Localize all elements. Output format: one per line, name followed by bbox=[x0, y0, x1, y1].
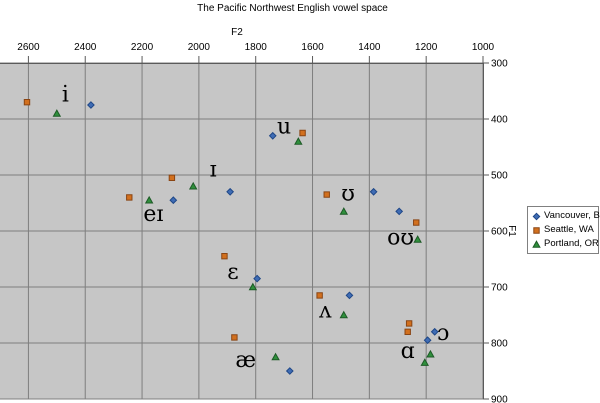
data-point-portland-æ bbox=[271, 352, 280, 361]
data-point-vancouver-ɛ bbox=[253, 274, 262, 283]
data-point-portland-ɛ bbox=[248, 282, 258, 291]
vowel-label-ɛ: ɛ bbox=[227, 260, 238, 285]
data-point-vancouver-ɔ bbox=[430, 327, 439, 336]
data-point-vancouver-æ bbox=[285, 367, 294, 375]
data-point-seattle-æ bbox=[231, 334, 238, 341]
x-tick-label: 1000 bbox=[472, 42, 495, 53]
data-point-portland-ɑ bbox=[420, 358, 430, 366]
x-tick-label: 2400 bbox=[74, 42, 97, 53]
legend-marker-diamond-icon bbox=[532, 212, 541, 221]
x-tick-label: 2600 bbox=[17, 42, 40, 53]
vowel-label-æ: æ bbox=[235, 348, 256, 373]
data-point-vancouver-ʊ bbox=[369, 187, 378, 196]
data-point-portland-ɔ bbox=[426, 349, 435, 358]
legend-marker-square-icon bbox=[532, 226, 541, 235]
legend-label: Vancouver, BC bbox=[544, 210, 600, 221]
data-point-seattle-oʊ bbox=[413, 219, 420, 226]
x-tick-label: 1800 bbox=[245, 42, 268, 53]
vowel-label-ɑ: ɑ bbox=[401, 339, 415, 364]
diamond-icon bbox=[532, 212, 541, 220]
data-point-vancouver-i bbox=[87, 101, 95, 109]
chart-title: The Pacific Northwest English vowel spac… bbox=[197, 3, 388, 14]
vowel-label-oʊ: oʊ bbox=[387, 226, 414, 251]
data-point-portland-ɪ bbox=[188, 181, 198, 190]
vowel-label-i: i bbox=[62, 82, 69, 107]
data-point-seattle-ʌ bbox=[316, 292, 323, 299]
vowel-label-ʊ: ʊ bbox=[341, 181, 355, 206]
vowel-label-ɔ: ɔ bbox=[437, 321, 449, 346]
y-tick-label: 700 bbox=[491, 283, 508, 294]
y-tick-label: 400 bbox=[491, 115, 508, 126]
y-axis-title: F1 bbox=[506, 225, 517, 237]
data-point-seattle-ɑ bbox=[404, 328, 411, 335]
data-point-portland-u bbox=[294, 137, 303, 145]
data-point-portland-ʌ bbox=[339, 310, 349, 319]
data-point-seattle-ɔ bbox=[405, 320, 413, 327]
data-point-vancouver-ʌ bbox=[345, 291, 354, 300]
data-point-seattle-ɛ bbox=[221, 253, 228, 260]
y-tick-label: 900 bbox=[491, 395, 508, 403]
legend-item-vancouver: Vancouver, BC bbox=[528, 209, 600, 223]
x-tick-label: 1600 bbox=[301, 42, 324, 53]
data-point-portland-ʊ bbox=[339, 207, 349, 215]
y-tick-label: 500 bbox=[491, 171, 508, 182]
x-axis-title: F2 bbox=[231, 27, 243, 38]
y-tick-label: 800 bbox=[491, 339, 508, 350]
x-tick-label: 1400 bbox=[358, 42, 381, 53]
y-tick-label: 300 bbox=[491, 59, 508, 70]
legend-label: Seattle, WA bbox=[544, 224, 594, 235]
legend-label: Portland, OR bbox=[544, 238, 599, 249]
y-tick-label: 600 bbox=[491, 227, 508, 238]
legend-marker-triangle-icon bbox=[532, 239, 541, 249]
vowel-label-u: u bbox=[277, 114, 291, 139]
data-point-vancouver-oʊ bbox=[395, 207, 404, 216]
data-point-seattle-eɪ bbox=[126, 194, 133, 201]
x-tick-label: 2000 bbox=[188, 42, 211, 53]
data-point-portland-i bbox=[52, 109, 62, 117]
vowel-label-ʌ: ʌ bbox=[318, 299, 332, 324]
data-point-vancouver-eɪ bbox=[169, 196, 178, 205]
data-point-vancouver-ɪ bbox=[226, 187, 235, 196]
data-point-seattle-i bbox=[23, 99, 31, 106]
legend: Vancouver, BC Seattle, WA Portland, OR bbox=[527, 206, 600, 254]
data-point-seattle-ʊ bbox=[323, 191, 330, 198]
vowel-label-ɪ: ɪ bbox=[210, 157, 217, 182]
data-point-seattle-u bbox=[299, 129, 306, 137]
legend-item-seattle: Seattle, WA bbox=[528, 223, 598, 237]
vowel-label-eɪ: eɪ bbox=[143, 202, 163, 227]
triangle-icon bbox=[532, 239, 541, 248]
data-point-vancouver-ɑ bbox=[423, 336, 432, 345]
legend-item-portland: Portland, OR bbox=[528, 237, 599, 251]
data-point-portland-eɪ bbox=[144, 195, 154, 204]
data-point-seattle-ɪ bbox=[168, 174, 176, 181]
data-point-portland-oʊ bbox=[413, 235, 422, 243]
x-tick-label: 1200 bbox=[415, 42, 438, 53]
data-point-vancouver-u bbox=[268, 131, 277, 140]
square-icon bbox=[533, 226, 540, 234]
x-tick-label: 2200 bbox=[131, 42, 154, 53]
